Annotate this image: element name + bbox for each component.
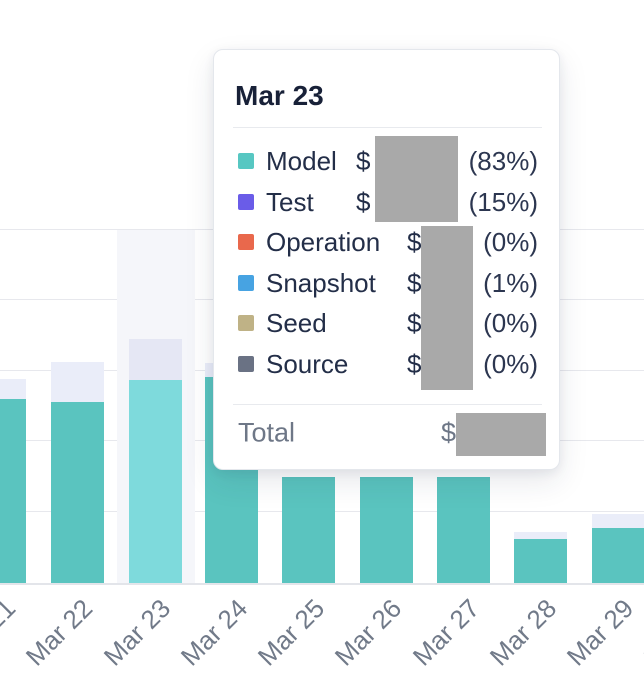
currency-sign: $ [407, 227, 422, 257]
currency-sign: $ [356, 146, 371, 176]
x-axis-label-mar-23: Mar 23 [97, 593, 177, 672]
tooltip-row-operation: Operation $ (0%) [214, 222, 559, 263]
seed-series-swatch-icon [238, 315, 254, 331]
currency-sign: $ [356, 186, 371, 217]
bar-segment-model [591, 528, 644, 583]
tooltip-row-source: Source $ (0%) [214, 344, 559, 385]
x-axis-label-mar-24: Mar 24 [174, 593, 253, 672]
bar-mar-21[interactable] [0, 379, 26, 583]
series-label: Snapshot [266, 267, 376, 298]
bar-segment-model [437, 477, 490, 583]
tooltip-rows: Model $ (83%) Test $ (15%) Operation $ (… [214, 141, 559, 384]
redaction-box-lower-values [421, 226, 473, 390]
bar-segment-model [359, 477, 413, 583]
cost-tooltip: Mar 23 Model $ (83%) Test $ (15%) Operat… [213, 49, 560, 470]
bar-segment-secondary [591, 514, 644, 528]
tooltip-row-seed: Seed $ (0%) [214, 303, 559, 344]
bar-mar-26[interactable] [359, 477, 413, 583]
test-series-swatch-icon [238, 193, 254, 210]
x-axis-label-mar-26: Mar 26 [328, 593, 408, 672]
bar-mar-29[interactable] [591, 514, 644, 583]
bar-segment-model [50, 402, 104, 583]
redaction-box-model-test-values [375, 136, 458, 222]
bar-segment-secondary [50, 362, 104, 402]
currency-sign: $ [407, 267, 422, 298]
x-axis-label-mar-29: Mar 29 [560, 593, 640, 672]
tooltip-divider [233, 127, 542, 128]
series-percent: (0%) [483, 227, 538, 257]
x-axis-label-mar-25: Mar 25 [251, 593, 330, 672]
series-percent: (0%) [483, 308, 538, 338]
series-percent: (1%) [483, 267, 538, 298]
bar-mar-23[interactable] [128, 339, 182, 583]
x-axis-label-mar-22: Mar 22 [19, 593, 99, 672]
currency-sign: $ [407, 348, 422, 379]
bar-mar-25[interactable] [282, 477, 335, 583]
bar-segment-model [282, 477, 335, 583]
bar-segment-model [0, 399, 26, 583]
tooltip-row-snapshot: Snapshot $ (1%) [214, 263, 559, 304]
tooltip-title: Mar 23 [235, 80, 324, 111]
x-axis-label-mar-27: Mar 27 [406, 593, 485, 672]
bar-segment-model [128, 380, 182, 583]
series-label: Seed [266, 308, 327, 338]
bar-mar-27[interactable] [437, 477, 490, 583]
x-axis-line [0, 583, 644, 585]
bar-segment-model [514, 539, 567, 583]
total-currency-sign: $ [441, 417, 457, 448]
model-series-swatch-icon [238, 153, 254, 169]
redaction-box-total-value [456, 413, 546, 456]
total-label: Total [238, 417, 296, 448]
tooltip-divider [233, 404, 542, 405]
series-label: Model [266, 146, 337, 176]
bar-segment-secondary [0, 379, 26, 399]
operation-series-swatch-icon [238, 234, 254, 250]
tooltip-row-model: Model $ (83%) [214, 141, 559, 182]
bar-segment-secondary [128, 339, 182, 380]
snapshot-series-swatch-icon [238, 274, 254, 291]
series-percent: (83%) [468, 146, 538, 176]
series-percent: (15%) [468, 186, 538, 217]
x-axis-label-mar-28: Mar 28 [483, 593, 562, 672]
bar-segment-secondary [514, 532, 567, 539]
source-series-swatch-icon [238, 355, 254, 372]
bar-mar-22[interactable] [50, 362, 104, 583]
series-percent: (0%) [483, 348, 538, 379]
tooltip-row-test: Test $ (15%) [214, 182, 559, 223]
series-label: Source [266, 348, 349, 379]
series-label: Test [266, 186, 314, 217]
series-label: Operation [266, 227, 381, 257]
bar-mar-28[interactable] [514, 532, 567, 583]
currency-sign: $ [407, 308, 422, 338]
